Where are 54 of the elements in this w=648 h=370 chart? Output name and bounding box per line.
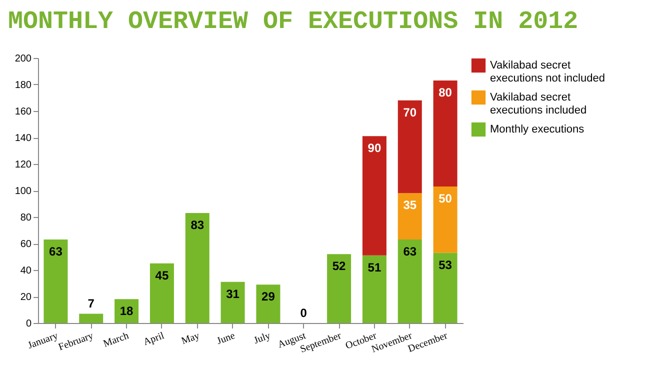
- x-tick-label: February: [57, 330, 95, 354]
- bar: [362, 136, 386, 256]
- data-label: 70: [403, 105, 417, 120]
- data-label: 29: [262, 290, 276, 304]
- bar: [220, 282, 245, 323]
- data-label: 51: [368, 260, 382, 274]
- data-label: 45: [155, 268, 169, 282]
- y-tick-label: 180: [14, 80, 32, 91]
- legend-label: Monthly executions: [490, 124, 585, 136]
- y-tick-label: 100: [14, 186, 32, 197]
- bar: [362, 255, 386, 323]
- y-tick-label: 60: [20, 239, 32, 250]
- chart-title: MONTHLY OVERVIEW OF EXECUTIONS IN 2012: [8, 7, 578, 36]
- data-label: 0: [300, 306, 308, 320]
- x-tick-label: May: [180, 330, 202, 348]
- data-label: 18: [120, 304, 134, 318]
- y-tick-label: 200: [14, 54, 32, 64]
- data-label: 52: [332, 259, 346, 274]
- bar: [185, 213, 210, 323]
- legend-label: Vakilabad secret executions included: [490, 92, 587, 116]
- data-label: 63: [49, 244, 63, 259]
- legend-label: Vakilabad secret executions not included: [490, 60, 605, 84]
- bar: [327, 254, 352, 323]
- bar: [433, 186, 458, 253]
- bar: [398, 193, 422, 240]
- x-tick-label: January: [26, 330, 60, 352]
- bar: [398, 240, 422, 323]
- data-label: 7: [88, 296, 95, 311]
- data-label: 53: [438, 258, 452, 272]
- data-label: 35: [403, 198, 417, 212]
- y-tick-label: 120: [14, 160, 32, 170]
- bar: [44, 240, 68, 323]
- y-tick-label: 160: [14, 106, 32, 118]
- y-tick-label: 0: [26, 318, 32, 330]
- bar: [150, 263, 174, 323]
- x-tick-label: April: [142, 330, 166, 348]
- x-tick-label: July: [252, 330, 272, 347]
- data-label: 31: [226, 286, 240, 301]
- data-label: 83: [190, 218, 204, 232]
- y-tick-label: 140: [14, 133, 32, 144]
- data-label: 50: [438, 192, 452, 206]
- x-tick-label: June: [216, 330, 238, 348]
- y-tick-label: 40: [20, 266, 32, 276]
- y-tick-label: 80: [20, 212, 32, 224]
- data-label: 80: [438, 86, 452, 100]
- y-tick-label: 20: [20, 292, 32, 303]
- bar: [79, 314, 104, 323]
- data-label: 63: [403, 244, 417, 259]
- data-label: 90: [368, 141, 382, 156]
- x-tick-label: March: [102, 330, 130, 350]
- bar: [398, 100, 422, 194]
- bar: [433, 80, 458, 187]
- bar: [433, 252, 458, 323]
- bar: [256, 284, 280, 323]
